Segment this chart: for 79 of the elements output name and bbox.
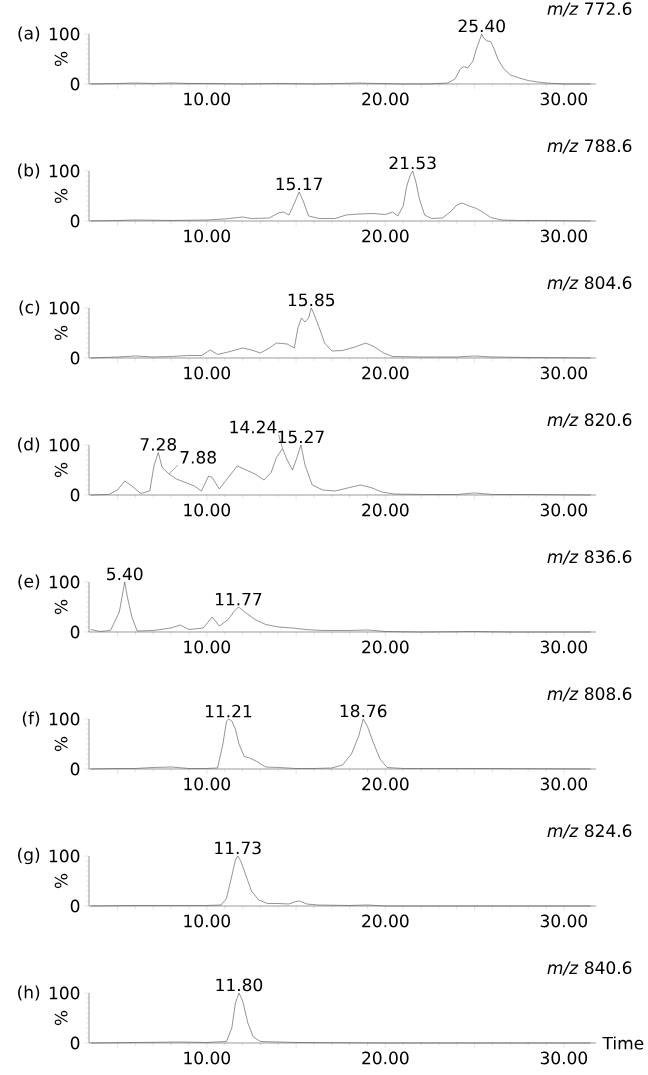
- x-tick-label: 30.00: [540, 777, 588, 791]
- x-tick-label: 20.00: [362, 229, 409, 243]
- x-tick-label: 10.00: [184, 914, 231, 928]
- y-axis-title: %: [54, 1010, 68, 1026]
- chart-title: m/z 820.6: [547, 413, 632, 428]
- x-tick-label: 30.00: [540, 366, 588, 380]
- y-tick-label: 100: [49, 301, 80, 315]
- annotation: 15.27: [278, 430, 324, 444]
- x-tick-label: 20.00: [362, 503, 409, 517]
- annotation: 7.88: [180, 450, 216, 464]
- y-tick-label: 100: [49, 712, 80, 726]
- text: (d): [18, 437, 40, 453]
- annotation: 18.76: [340, 704, 387, 718]
- annotation: 7.28: [140, 437, 177, 451]
- x-tick-label: 20.00: [362, 640, 409, 654]
- y-tick-label: 0: [70, 351, 80, 365]
- annotation: 25.40: [458, 19, 505, 33]
- y-tick-label: 0: [70, 1036, 80, 1050]
- y-tick-label: 100: [49, 849, 80, 863]
- chart-title: m/z 788.6: [547, 139, 632, 154]
- x-tick-label: 20.00: [362, 92, 409, 106]
- x-tick-label: 10.00: [184, 640, 231, 654]
- x-tick-label: 20.00: [362, 777, 409, 791]
- chart-title: m/z 808.6: [547, 687, 632, 702]
- x-tick-label: 30.00: [540, 914, 588, 928]
- text: (c): [19, 300, 40, 316]
- x-tick-label: 20.00: [362, 1051, 409, 1065]
- y-axis-title: %: [54, 736, 68, 752]
- chart-title: m/z 804.6: [547, 276, 632, 291]
- x-tick-label: 10.00: [184, 92, 231, 106]
- y-axis-title: %: [54, 599, 68, 615]
- x-tick-label: 20.00: [362, 914, 409, 928]
- x-tick-label: 10.00: [184, 366, 231, 380]
- x-tick-label: 10.00: [184, 229, 231, 243]
- annotation: 11.77: [215, 592, 262, 606]
- y-tick-label: 0: [70, 214, 80, 228]
- y-tick-label: 100: [49, 986, 80, 1000]
- annotation: 21.53: [389, 156, 436, 170]
- y-tick-label: 100: [49, 438, 80, 452]
- annotation: 11.73: [215, 841, 261, 855]
- text: (g): [18, 847, 40, 865]
- chart-title: m/z 836.6: [547, 550, 632, 565]
- annotation: 15.17: [276, 177, 322, 191]
- y-tick-label: 100: [49, 575, 80, 589]
- y-tick-label: 0: [70, 625, 80, 639]
- x-tick-label: 30.00: [540, 640, 588, 654]
- y-axis-title: %: [54, 873, 68, 889]
- annotation: 11.80: [216, 978, 263, 992]
- y-tick-label: 0: [70, 762, 80, 776]
- x-tick-label: 30.00: [540, 92, 588, 106]
- y-tick-label: 0: [70, 488, 80, 502]
- y-axis-title: %: [54, 462, 68, 478]
- y-tick-label: 0: [70, 77, 80, 91]
- x-tick-label: 30.00: [540, 503, 588, 517]
- annotation: 14.24: [230, 420, 277, 434]
- x-tick-label: 20.00: [362, 366, 409, 380]
- chart-title: m/z 840.6: [547, 961, 632, 976]
- text: (f): [22, 711, 40, 727]
- x-tick-label: 30.00: [540, 229, 588, 243]
- annotation: 5.40: [107, 567, 143, 581]
- text: (h): [18, 985, 40, 1001]
- annotation: 15.85: [288, 293, 335, 307]
- y-tick-label: 0: [70, 899, 80, 913]
- annotation: 11.21: [205, 704, 252, 718]
- y-axis-title: %: [54, 325, 68, 341]
- x-tick-label: 10.00: [184, 1051, 231, 1065]
- y-tick-label: 100: [49, 164, 80, 178]
- text: (e): [18, 574, 40, 590]
- text: (a): [18, 26, 40, 42]
- x-tick-label: 10.00: [184, 503, 231, 517]
- x-axis-title: Time: [602, 1036, 644, 1050]
- chart-title: m/z 824.6: [547, 824, 632, 839]
- x-tick-label: 30.00: [540, 1051, 588, 1065]
- chart-title: m/z 772.6: [547, 2, 632, 17]
- y-axis-title: %: [54, 188, 68, 204]
- y-tick-label: 100: [49, 27, 80, 41]
- x-tick-label: 10.00: [184, 777, 231, 791]
- y-axis-title: %: [54, 51, 68, 67]
- text: (b): [18, 163, 40, 179]
